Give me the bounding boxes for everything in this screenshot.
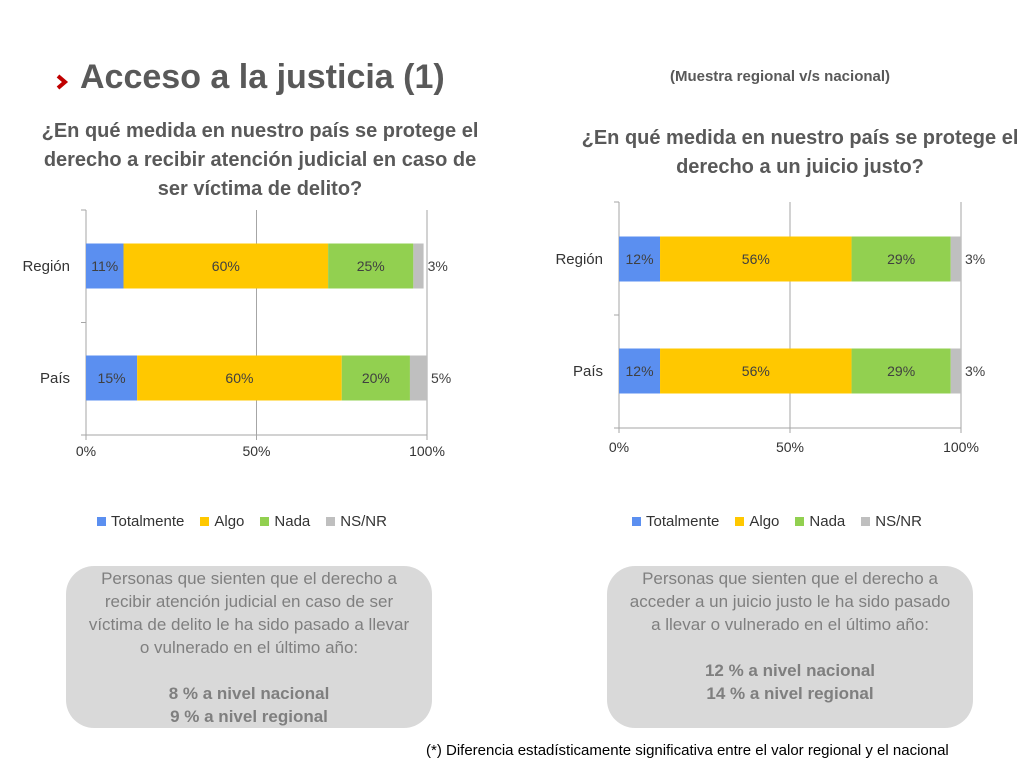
legend-left: Totalmente Algo Nada NS/NR <box>97 513 387 530</box>
data-label: 60% <box>225 370 253 386</box>
data-label: 11% <box>91 258 118 274</box>
bar-segment <box>619 348 661 394</box>
footnote: (*) Diferencia estadísticamente signific… <box>426 742 949 759</box>
bar-segment <box>123 243 329 289</box>
x-tick-label: 50% <box>242 443 270 459</box>
data-label: 5% <box>431 370 451 386</box>
bar-segment <box>619 236 661 282</box>
legend-label: Totalmente <box>646 513 720 530</box>
bar-segment <box>950 348 961 394</box>
legend-item: NS/NR <box>326 513 387 530</box>
category-label: Región <box>555 251 603 268</box>
info-box-text: Personas que sienten que el derecho a re… <box>88 569 410 657</box>
x-tick-label: 100% <box>409 443 445 459</box>
data-label: 12% <box>626 363 654 379</box>
info-box-text: Personas que sienten que el derecho a ac… <box>629 569 951 634</box>
legend-label: Algo <box>214 513 245 530</box>
data-label: 60% <box>212 258 240 274</box>
data-label: 56% <box>742 363 770 379</box>
info-box-right: Personas que sienten que el derecho a ac… <box>607 566 973 728</box>
x-tick-label: 0% <box>76 443 96 459</box>
legend-swatch <box>735 517 745 526</box>
category-label: Región <box>22 258 70 275</box>
data-label: 3% <box>965 251 985 267</box>
bar-segment <box>851 348 951 394</box>
legend-swatch <box>200 517 210 526</box>
legend-label: NS/NR <box>340 513 387 530</box>
data-label: 29% <box>887 363 915 379</box>
category-label: País <box>573 363 603 380</box>
bar-segment <box>413 243 424 289</box>
bar-segment <box>409 355 427 401</box>
data-label: 20% <box>362 370 390 386</box>
info-box-left: Personas que sienten que el derecho a re… <box>66 566 432 728</box>
chart-title-left: ¿En qué medida en nuestro país se proteg… <box>41 120 479 200</box>
info-stat-regional: 9 % a nivel regional <box>170 707 328 726</box>
legend-label: Totalmente <box>111 513 185 530</box>
page-subtitle: (Muestra regional v/s nacional) <box>669 68 891 85</box>
bar-segment <box>86 355 138 401</box>
legend-item: NS/NR <box>861 513 922 530</box>
x-tick-label: 100% <box>943 439 979 455</box>
data-label: 56% <box>742 251 770 267</box>
bar-segment <box>851 236 951 282</box>
legend-item: Totalmente <box>97 513 184 530</box>
legend-item: Algo <box>200 513 244 530</box>
bar-segment <box>137 355 342 401</box>
legend-item: Algo <box>735 513 779 530</box>
bar-segment <box>341 355 410 401</box>
bar-segment <box>660 348 852 394</box>
x-tick-label: 0% <box>609 439 629 455</box>
legend-label: NS/NR <box>875 513 922 530</box>
legend-swatch <box>326 517 336 526</box>
legend-swatch <box>632 517 641 526</box>
legend-swatch <box>861 517 871 526</box>
category-label: País <box>40 370 70 387</box>
info-stat-national: 8 % a nivel nacional <box>168 684 330 703</box>
page-title: Acceso a la justicia (1) <box>80 58 445 96</box>
data-label: 12% <box>626 251 654 267</box>
info-stat-regional: 14 % a nivel regional <box>706 684 874 703</box>
data-label: 3% <box>965 363 985 379</box>
chart-title-right: ¿En qué medida en nuestro país se proteg… <box>581 127 1019 178</box>
chevron-right-icon <box>56 74 69 90</box>
legend-item: Nada <box>795 513 845 530</box>
legend-item: Totalmente <box>632 513 719 530</box>
legend-right: Totalmente Algo Nada NS/NR <box>632 513 922 530</box>
bar-segment <box>660 236 852 282</box>
bar-chart-right: 0% 50% 100% Región 12% 56% 29% 3% País 12% 56% 29% 3… <box>555 201 985 455</box>
bar-segment <box>86 243 124 289</box>
x-tick-label: 50% <box>776 439 804 455</box>
data-label: 3% <box>428 258 448 274</box>
legend-label: Nada <box>809 513 846 530</box>
bar-segment <box>328 243 414 289</box>
legend-label: Nada <box>274 513 311 530</box>
bar-chart-left: 0% 50% 100% Región 11% 60% 25% 3% País 15% 60% 20% 5… <box>22 209 451 459</box>
legend-swatch <box>260 517 270 526</box>
info-stat-national: 12 % a nivel nacional <box>704 661 876 680</box>
bar-segment <box>950 236 961 282</box>
legend-swatch <box>97 517 106 526</box>
legend-item: Nada <box>260 513 310 530</box>
data-label: 25% <box>357 258 385 274</box>
legend-label: Algo <box>749 513 780 530</box>
legend-swatch <box>795 517 805 526</box>
data-label: 15% <box>98 370 126 386</box>
data-label: 29% <box>887 251 915 267</box>
